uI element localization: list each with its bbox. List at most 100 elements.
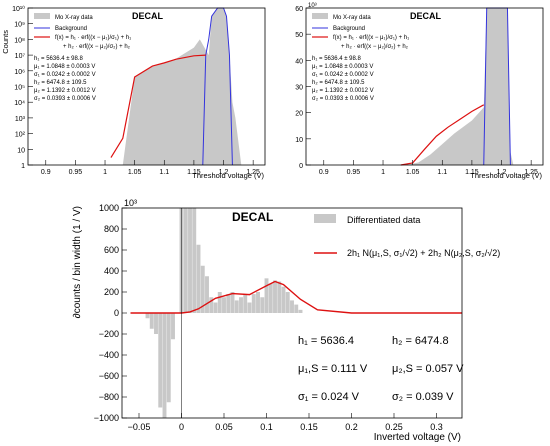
x-tick-label: 1.25 bbox=[246, 169, 260, 176]
param-mu1: μ₁ = 1.0848 ± 0.0003 V bbox=[34, 64, 95, 70]
x-tick-label: 0.95 bbox=[347, 169, 361, 176]
panel-3-yexp: 10³ bbox=[124, 198, 137, 208]
bar bbox=[294, 304, 299, 313]
x-tick-label: 0.1 bbox=[260, 422, 273, 432]
panel-1-ylabel: Counts bbox=[1, 30, 10, 54]
x-tick-label: 1.15 bbox=[465, 169, 479, 176]
x-tick-label: 0.25 bbox=[385, 422, 403, 432]
param-h2: h₂ = 6474.8 bbox=[392, 335, 449, 347]
legend-label-fit-1: f(x) = h₁ · erf((x − μ₁)/σ₁) + h₁ bbox=[55, 35, 131, 41]
y-tick-label: 10 bbox=[17, 147, 25, 154]
panel-2-xlabel: Threshold voltage (V) bbox=[470, 171, 542, 180]
param-sigma1: σ₁ = 0.0242 ± 0.0002 V bbox=[312, 72, 374, 78]
legend-label-data: Mo X-ray data bbox=[333, 15, 371, 21]
bar bbox=[243, 294, 248, 313]
x-tick-label: 1.05 bbox=[406, 169, 420, 176]
y-tick-label: 10⁵ bbox=[14, 85, 25, 92]
y-tick-label: 0 bbox=[299, 163, 303, 170]
param-mu2: μ₂ = 1.1392 ± 0.0012 V bbox=[34, 88, 96, 94]
y-tick-label: 600 bbox=[104, 245, 119, 255]
param-mu2: μ₂ = 1.1392 ± 0.0012 V bbox=[312, 88, 374, 94]
x-tick-label: 1.1 bbox=[159, 169, 169, 176]
x-tick-label: 1.2 bbox=[497, 169, 507, 176]
bar bbox=[183, 208, 188, 313]
bar bbox=[247, 302, 252, 313]
bar bbox=[200, 265, 205, 313]
param-h1: h₁ = 5636.4 ± 98.8 bbox=[34, 56, 84, 62]
y-tick-label: 10¹⁰ bbox=[12, 5, 25, 13]
bar bbox=[154, 313, 158, 334]
param-mu1: μ₁ = 1.0848 ± 0.0003 V bbox=[312, 64, 373, 70]
y-tick-label: 50 bbox=[295, 32, 303, 39]
param-h2: h₂ = 6474.8 ± 109.5 bbox=[312, 80, 365, 86]
legend-swatch-data bbox=[34, 13, 50, 19]
param-h2: h₂ = 6474.8 ± 109.5 bbox=[34, 80, 87, 86]
y-tick-label: 400 bbox=[104, 266, 119, 276]
bar bbox=[171, 313, 175, 340]
fit-curve bbox=[110, 54, 206, 158]
param-h1: h₁ = 5636.4 bbox=[298, 335, 354, 347]
x-tick-label: 0.15 bbox=[300, 422, 318, 432]
panel-2-ticks: 0.9 0.95 1 1.05 1.1 1.15 1.2 1.25 0 10 20 30 40 50 60 bbox=[295, 6, 538, 176]
bar bbox=[213, 302, 218, 313]
param-sigma1: σ₁ = 0.024 V bbox=[298, 391, 360, 403]
panel-3-title: DECAL bbox=[232, 210, 273, 224]
panel-3-ylabel: ∂counts / bin width (1 / V) bbox=[72, 206, 83, 318]
bar bbox=[277, 281, 282, 313]
param-sigma2: σ₂ = 0.039 V bbox=[392, 391, 454, 403]
fit-curve bbox=[130, 280, 462, 314]
bar bbox=[162, 313, 167, 418]
x-tick-label: 0.9 bbox=[319, 169, 329, 176]
x-tick-label: 1 bbox=[381, 169, 385, 176]
y-tick-label: −400 bbox=[99, 350, 119, 360]
y-tick-label: 20 bbox=[295, 111, 303, 118]
panel-1: 0.9 0.95 1 1.05 1.1 1.15 1.2 1.25 1 10 10² 10³ 10⁴ 10… bbox=[1, 5, 266, 180]
bar bbox=[251, 294, 256, 313]
y-tick-label: −600 bbox=[99, 371, 119, 381]
param-sigma2: σ₂ = 0.0393 ± 0.0006 V bbox=[34, 96, 96, 102]
panel-1-ticks: 0.9 0.95 1 1.05 1.1 1.15 1.2 1.25 1 10 10² 10³ 10⁴ 10… bbox=[12, 5, 260, 176]
x-tick-label: 1.1 bbox=[437, 169, 447, 176]
param-mu2-s: μ₂,S = 0.057 V bbox=[392, 363, 464, 375]
legend-label-fit-1: f(x) = h₁ · erf((x − μ₁)/σ₁) + h₁ bbox=[333, 35, 409, 41]
panel-2-marks bbox=[400, 7, 514, 166]
y-tick-label: 1000 bbox=[99, 203, 119, 213]
bar bbox=[166, 313, 171, 403]
bar bbox=[260, 297, 265, 313]
bar bbox=[234, 300, 239, 313]
legend-label-fit-2: + h₂ · erf((x − μ₂)/σ₂) + h₂ bbox=[341, 44, 409, 50]
panel-3-ticks: −0.05 0 0.05 0.1 0.15 0.2 0.25 0.3 −1000 −800 −600… bbox=[94, 203, 443, 432]
panel-3-xlabel: Inverted voltage (V) bbox=[374, 432, 461, 443]
y-tick-label: 10⁶ bbox=[14, 69, 25, 76]
x-tick-label: 1.05 bbox=[128, 169, 142, 176]
x-tick-label: 1.25 bbox=[524, 169, 538, 176]
y-tick-label: 0 bbox=[114, 308, 119, 318]
bar bbox=[192, 208, 197, 313]
x-tick-label: 0.95 bbox=[69, 169, 83, 176]
y-tick-label: 40 bbox=[295, 58, 303, 65]
bar bbox=[285, 292, 290, 313]
x-tick-label: −0.05 bbox=[128, 422, 151, 432]
y-tick-label: 10⁸ bbox=[14, 37, 25, 44]
legend-label-background: Background bbox=[333, 26, 365, 32]
y-tick-label: 10⁴ bbox=[14, 100, 25, 107]
legend-label-differentiated: Differentiated data bbox=[347, 215, 420, 225]
bar bbox=[222, 297, 226, 313]
y-tick-label: 10⁹ bbox=[14, 22, 25, 29]
panel-2: 0.9 0.95 1 1.05 1.1 1.15 1.2 1.250102030405060 … bbox=[295, 3, 544, 180]
panel-3-marks bbox=[130, 208, 462, 418]
bar bbox=[256, 292, 260, 313]
panel-1-xlabel: Threshold voltage (V) bbox=[192, 171, 264, 180]
bar bbox=[230, 292, 235, 313]
bar bbox=[281, 286, 286, 313]
x-tick-label: 0 bbox=[179, 422, 184, 432]
panel-2-title: DECAL bbox=[410, 11, 442, 21]
bar bbox=[217, 292, 222, 313]
bar bbox=[264, 278, 269, 313]
panel-3: −0.05 0 0.05 0.1 0.15 0.2 0.25 0.3 −1000 −800 −600… bbox=[72, 198, 500, 443]
legend-label-data: Mo X-ray data bbox=[55, 15, 93, 21]
legend-swatch-data bbox=[312, 13, 328, 19]
panel-1-marks bbox=[110, 7, 242, 166]
y-tick-label: 10⁷ bbox=[15, 53, 26, 60]
x-tick-label: 0.2 bbox=[345, 422, 358, 432]
